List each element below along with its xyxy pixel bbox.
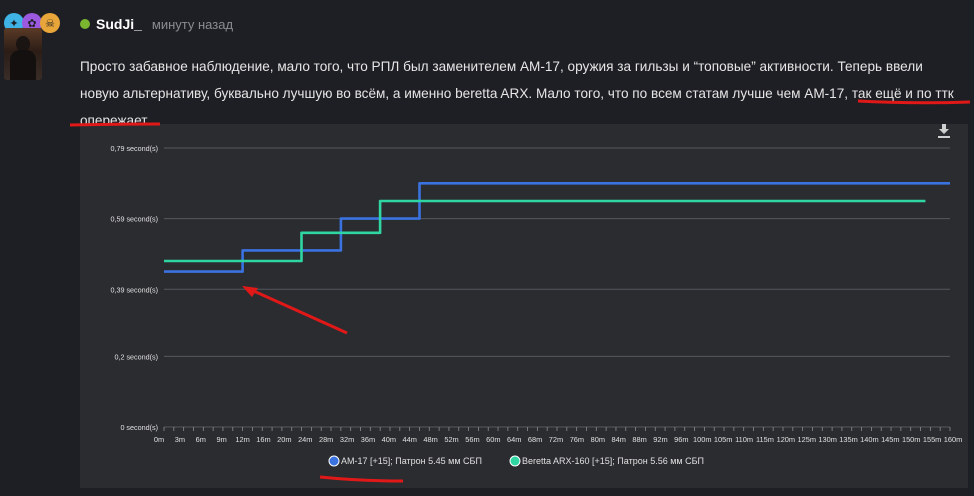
x-tick-label: 150m xyxy=(902,435,921,444)
x-tick-label: 24m xyxy=(298,435,312,444)
x-tick-label: 20m xyxy=(277,435,291,444)
x-tick-label: 3m xyxy=(175,435,185,444)
post-header: SudJi_ минуту назад xyxy=(80,16,233,32)
post-message: Просто забавное наблюдение, мало того, ч… xyxy=(80,53,974,134)
x-tick-label: 88m xyxy=(632,435,646,444)
x-tick-label: 105m xyxy=(714,435,733,444)
x-tick-label: 92m xyxy=(653,435,667,444)
x-tick-label: 115m xyxy=(756,435,774,444)
x-tick-label: 6m xyxy=(196,435,206,444)
post-timestamp: минуту назад xyxy=(151,16,234,32)
x-tick-label: 9m xyxy=(217,435,227,444)
x-tick-label: 72m xyxy=(549,435,563,444)
x-tick-label: 0m xyxy=(154,435,164,444)
series-line xyxy=(164,182,950,273)
x-tick-label: 96m xyxy=(674,435,688,444)
x-tick-label: 40m xyxy=(382,435,396,444)
x-tick-label: 125m xyxy=(797,435,816,444)
x-tick-label: 130m xyxy=(818,435,837,444)
x-tick-label: 28m xyxy=(319,435,333,444)
y-tick-label: 0,2 second(s) xyxy=(114,352,158,361)
y-tick-label: 0,79 second(s) xyxy=(110,144,158,153)
y-tick-label: 0,39 second(s) xyxy=(110,285,158,294)
online-status-icon xyxy=(80,19,90,29)
skull-badge-icon: ☠ xyxy=(40,13,60,33)
x-tick-label: 135m xyxy=(839,435,858,444)
x-tick-label: 48m xyxy=(423,435,437,444)
x-tick-label: 12m xyxy=(235,435,249,444)
x-tick-label: 120m xyxy=(777,435,796,444)
message-line: новую альтернативу, буквально лучшую во … xyxy=(80,86,954,101)
legend-label: Beretta ARX-160 [+15]; Патрон 5.56 мм СБ… xyxy=(522,456,704,466)
x-tick-label: 76m xyxy=(570,435,584,444)
x-tick-label: 64m xyxy=(507,435,521,444)
ttk-chart: 0 second(s) 0,2 second(s) 0,39 second(s) 0,… xyxy=(80,124,968,488)
username[interactable]: SudJi_ xyxy=(96,16,142,32)
x-tick-label: 80m xyxy=(591,435,605,444)
x-tick-label: 155m xyxy=(923,435,942,444)
x-tick-label: 60m xyxy=(486,435,500,444)
avatar-figure-body xyxy=(10,50,36,80)
legend-swatch xyxy=(509,455,521,467)
x-tick-label: 160m xyxy=(944,435,963,444)
x-tick-label: 100m xyxy=(693,435,712,444)
y-tick-label: 0,59 second(s) xyxy=(110,215,158,224)
x-tick-label: 36m xyxy=(361,435,375,444)
avatar-figure-head xyxy=(16,36,30,52)
x-tick-label: 56m xyxy=(465,435,479,444)
x-tick-label: 52m xyxy=(444,435,458,444)
x-tick-label: 140m xyxy=(860,435,879,444)
y-tick-label: 0 second(s) xyxy=(120,423,158,432)
legend-label: AM-17 [+15]; Патрон 5.45 мм СБП xyxy=(341,456,482,466)
x-tick-label: 110m xyxy=(735,435,753,444)
legend-swatch xyxy=(328,455,340,467)
x-tick-label: 68m xyxy=(528,435,542,444)
download-icon[interactable] xyxy=(938,124,950,141)
series-line xyxy=(164,199,926,263)
x-tick-label: 145m xyxy=(881,435,900,444)
avatar[interactable] xyxy=(4,28,42,80)
x-tick-label: 44m xyxy=(403,435,417,444)
x-tick-label: 16m xyxy=(256,435,270,444)
x-tick-label: 32m xyxy=(340,435,354,444)
message-line: Просто забавное наблюдение, мало того, ч… xyxy=(80,59,923,74)
x-tick-label: 84m xyxy=(611,435,625,444)
chart-plot: 0 second(s) 0,2 second(s) 0,39 second(s) 0,… xyxy=(110,144,963,467)
